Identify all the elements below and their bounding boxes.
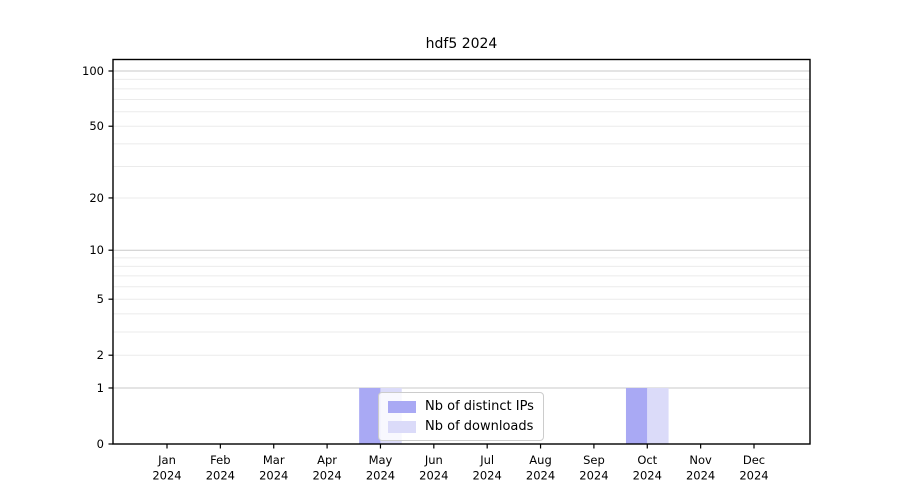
y-tick-label: 10: [89, 243, 104, 257]
y-tick-label: 1: [97, 381, 104, 395]
legend-swatch-distinct-ips: [388, 400, 416, 413]
x-tick-label: Feb 2024: [206, 453, 235, 483]
x-tick-label: Oct 2024: [633, 453, 662, 483]
legend-swatch-downloads: [388, 420, 416, 433]
y-tick-label: 0: [97, 437, 104, 451]
x-tick-label: Mar 2024: [259, 453, 288, 483]
legend-label-distinct-ips: Nb of distinct IPs: [425, 399, 534, 414]
plot-spine: [112, 58, 811, 445]
chart-title: hdf5 2024: [425, 36, 498, 52]
x-tick-label: Sep 2024: [579, 453, 608, 483]
x-tick-label: Jan 2024: [152, 453, 181, 483]
x-tick-label: Dec 2024: [739, 453, 768, 483]
y-tick-label: 100: [82, 64, 104, 78]
legend-item-distinct-ips: Nb of distinct IPs: [388, 398, 534, 415]
bar-oct-distinct-ips: [625, 387, 648, 444]
x-tick-label: Nov 2024: [686, 453, 715, 483]
legend-item-downloads: Nb of downloads: [388, 418, 534, 435]
y-tick-label: 2: [97, 348, 104, 362]
bar-oct-downloads: [647, 387, 669, 444]
x-tick-label: Jul 2024: [473, 453, 502, 483]
bar-may-distinct-ips: [359, 387, 381, 444]
x-tick-label: May 2024: [366, 453, 395, 483]
x-tick-label: Apr 2024: [312, 453, 341, 483]
legend: Nb of distinct IPs Nb of downloads: [378, 392, 544, 441]
x-tick-label: Jun 2024: [419, 453, 448, 483]
x-tick-label: Aug 2024: [526, 453, 555, 483]
legend-label-downloads: Nb of downloads: [425, 419, 534, 434]
y-tick-label: 20: [89, 191, 104, 205]
y-tick-label: 5: [97, 292, 104, 306]
y-tick-label: 50: [89, 119, 104, 133]
